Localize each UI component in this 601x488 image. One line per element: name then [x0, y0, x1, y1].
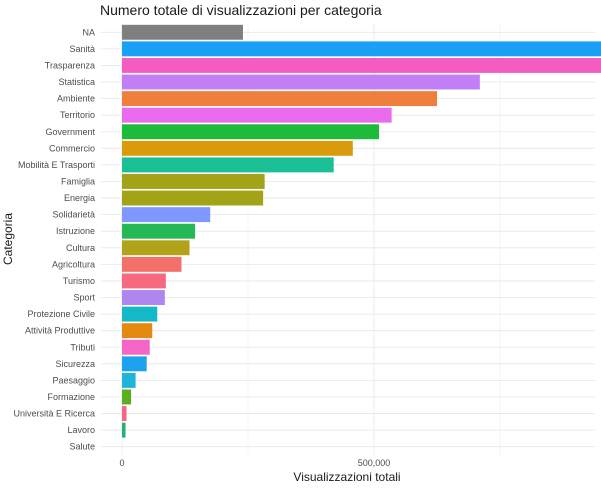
- bar: [122, 257, 181, 272]
- x-axis-title: Visualizzazioni totali: [293, 470, 400, 484]
- bar: [122, 323, 152, 338]
- y-tick-label: Government: [45, 127, 95, 137]
- y-tick-label: Sanità: [69, 44, 95, 54]
- bar: [122, 75, 480, 90]
- bar: [122, 290, 165, 305]
- y-tick-label: Famiglia: [61, 176, 95, 186]
- bar: [122, 224, 195, 239]
- bar: [122, 25, 243, 40]
- y-tick-label: Energia: [64, 193, 95, 203]
- bar: [122, 207, 210, 222]
- y-tick-label: Cultura: [66, 243, 95, 253]
- bar: [122, 124, 379, 139]
- bar: [122, 58, 601, 73]
- y-tick-label: Agricoltura: [52, 259, 95, 269]
- bar: [122, 356, 147, 371]
- y-tick-label: Attività Produttive: [25, 326, 95, 336]
- y-tick-label: Solidarietà: [52, 210, 95, 220]
- y-tick-label: Turismo: [63, 276, 95, 286]
- y-tick-label: Commercio: [49, 143, 95, 153]
- y-tick-label: Università E Ricerca: [13, 409, 95, 419]
- y-tick-label: Lavoro: [67, 425, 95, 435]
- y-tick-label: NA: [82, 27, 95, 37]
- bar: [122, 373, 136, 388]
- y-tick-label: Trasparenza: [45, 60, 95, 70]
- y-tick-labels: NA Sanità Trasparenza Statistica Ambiente Ter…: [13, 27, 95, 451]
- y-axis-title: Categoria: [1, 213, 15, 265]
- bar: [122, 307, 157, 322]
- bar: [122, 157, 334, 172]
- bar: [122, 423, 126, 438]
- y-tick-label: Statistica: [58, 77, 95, 87]
- x-tick-label: 0: [119, 458, 124, 468]
- y-tick-label: Sicurezza: [55, 359, 95, 369]
- y-tick-label: Tributi: [70, 342, 95, 352]
- y-tick-label: Ambiente: [57, 94, 95, 104]
- y-tick-label: Istruzione: [56, 226, 95, 236]
- bar: [122, 340, 150, 355]
- bar: [122, 406, 127, 421]
- y-tick-label: Formazione: [47, 392, 95, 402]
- x-tick-label: 500,000: [358, 458, 391, 468]
- y-tick-label: Territorio: [60, 110, 95, 120]
- bar: [122, 108, 392, 123]
- y-tick-label: Mobilità E Trasporti: [18, 160, 95, 170]
- bar: [122, 273, 166, 288]
- y-tick-label: Sport: [73, 293, 95, 303]
- bar: [122, 240, 190, 255]
- y-tick-label: Protezione Civile: [27, 309, 95, 319]
- chart-title: Numero totale di visualizzazioni per cat…: [100, 2, 382, 18]
- bar: [122, 41, 601, 56]
- bar: [122, 141, 353, 156]
- y-tick-label: Paesaggio: [52, 375, 95, 385]
- bar: [122, 191, 263, 206]
- bar: [122, 91, 437, 106]
- bar: [122, 174, 265, 189]
- bar: [122, 390, 131, 405]
- y-tick-label: Salute: [69, 442, 95, 452]
